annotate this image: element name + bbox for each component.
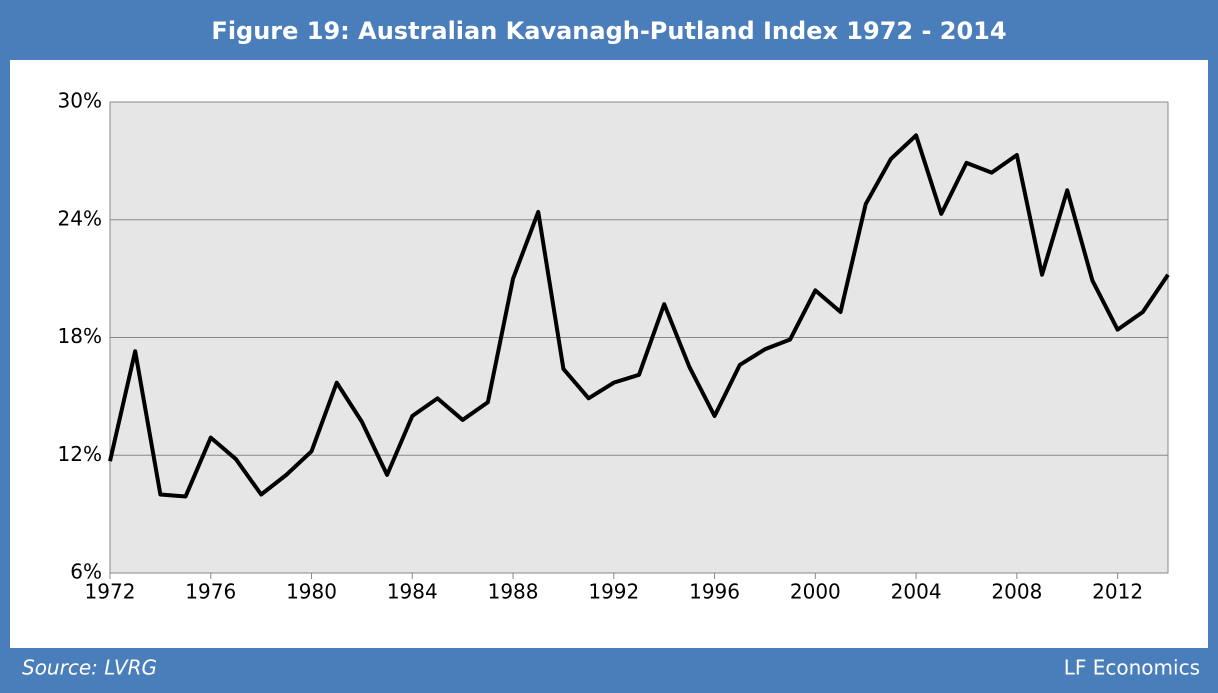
chart-title: Figure 19: Australian Kavanagh-Putland I… — [211, 17, 1006, 45]
x-tick-label: 1988 — [488, 580, 539, 604]
y-tick-label: 6% — [70, 560, 102, 584]
source: Source: LVRG — [22, 656, 157, 680]
x-tick-label: 1984 — [387, 580, 438, 604]
x-tick-label: 1992 — [588, 580, 639, 604]
x-tick-label: 2004 — [891, 580, 942, 604]
x-tick-label: 2008 — [991, 580, 1042, 604]
line — [108, 133, 1170, 499]
credit: LF Economics — [1064, 656, 1200, 680]
x-tick-label: 2012 — [1092, 580, 1143, 604]
x-tick-label: 1996 — [689, 580, 740, 604]
y-tick-label: 24% — [58, 206, 102, 230]
y-tick-label: 18% — [58, 324, 102, 348]
x-tick-label: 1972 — [85, 580, 136, 604]
y-tick-label: 12% — [58, 442, 102, 466]
x-tick-label: 1980 — [286, 580, 337, 604]
x-tick-label: 1976 — [185, 580, 236, 604]
y-tick-label: 30% — [58, 89, 102, 113]
x-tick-label: 2000 — [790, 580, 841, 604]
